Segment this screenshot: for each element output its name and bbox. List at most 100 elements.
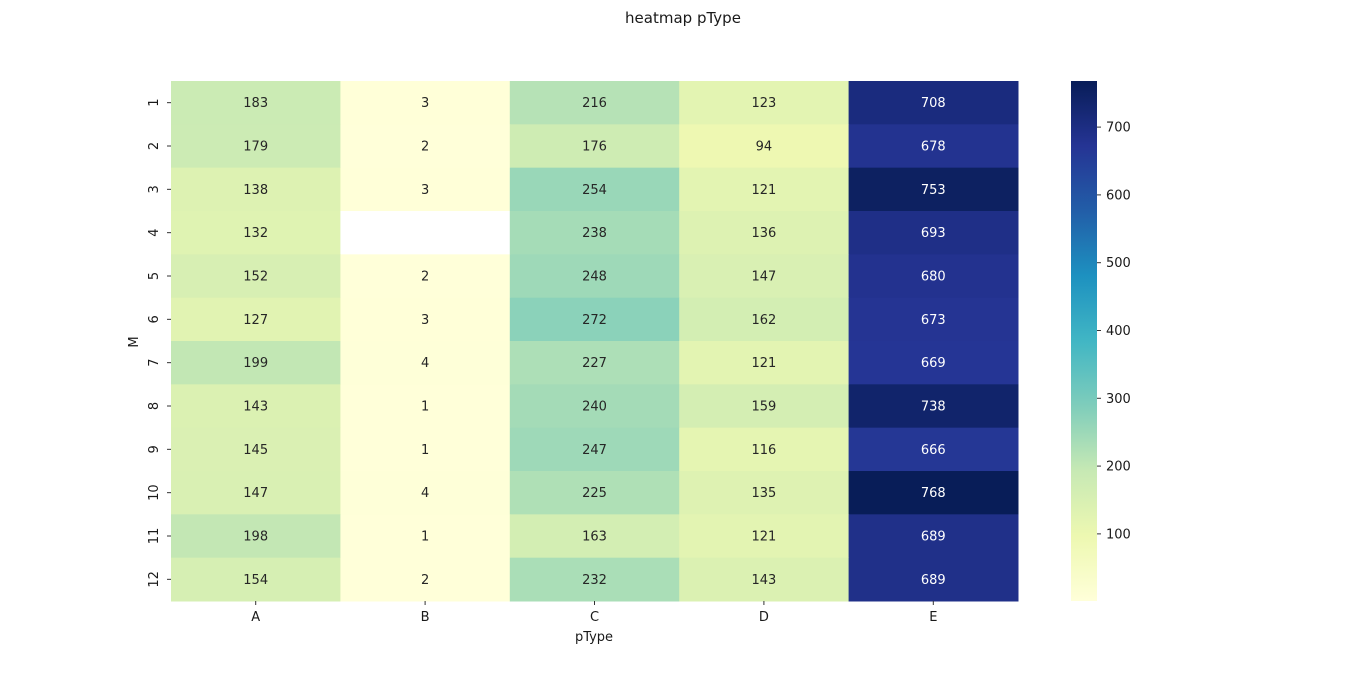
colorbar-tick-label: 500 [1106, 256, 1131, 271]
heatmap-cell [171, 167, 341, 212]
colorbar-tick-label: 400 [1106, 324, 1131, 339]
y-tick-label: 1 [147, 99, 162, 107]
cell-value-label: 121 [751, 183, 776, 198]
heatmap-cell [848, 557, 1019, 602]
heatmap-cell [340, 557, 511, 602]
x-tick-label: E [929, 610, 937, 625]
heatmap-cell [848, 471, 1019, 515]
y-tick-label: 12 [147, 571, 162, 588]
cell-value-label: 116 [751, 443, 776, 458]
heatmap-cell [679, 557, 850, 602]
heatmap-cell [509, 254, 680, 299]
cell-value-label: 1 [421, 400, 429, 415]
heatmap-cell [509, 514, 680, 559]
cell-value-label: 225 [582, 486, 607, 501]
heatmap-cell [848, 211, 1019, 255]
cell-value-label: 143 [751, 573, 776, 588]
heatmap-cell [509, 297, 680, 342]
heatmap-cell [340, 427, 511, 472]
cell-value-label: 3 [421, 313, 429, 328]
cell-value-label: 689 [921, 573, 946, 588]
heatmap-cell [340, 514, 511, 559]
cell-value-label: 216 [582, 96, 607, 111]
cell-value-label: 673 [921, 313, 946, 328]
heatmap-cell [171, 81, 341, 125]
x-tick-label: A [251, 610, 260, 625]
heatmap-cell-empty [340, 211, 511, 255]
cell-value-label: 121 [751, 356, 776, 371]
cell-value-label: 708 [921, 96, 946, 111]
heatmap-cell [171, 471, 341, 515]
heatmap-cell [848, 167, 1019, 212]
cell-value-label: 162 [751, 313, 776, 328]
cell-value-label: 1 [421, 530, 429, 545]
cell-value-label: 132 [243, 226, 268, 241]
heatmap-cell [848, 341, 1019, 385]
heatmap-cell [340, 254, 511, 299]
heatmap-cell [340, 167, 511, 212]
cell-value-label: 143 [243, 400, 268, 415]
cell-value-label: 198 [243, 530, 268, 545]
heatmap-cell [171, 341, 341, 385]
cell-value-label: 693 [921, 226, 946, 241]
x-tick-label: D [759, 610, 769, 625]
y-axis-label: M [127, 336, 142, 347]
heatmap-cell [509, 124, 680, 169]
cell-value-label: 138 [243, 183, 268, 198]
heatmap-cell [848, 297, 1019, 342]
heatmap-cell [340, 384, 511, 429]
cell-value-label: 678 [921, 140, 946, 155]
y-tick-label: 10 [147, 484, 162, 501]
heatmap-cell [509, 167, 680, 212]
cell-value-label: 247 [582, 443, 607, 458]
cell-value-label: 2 [421, 140, 429, 155]
heatmap-cell [679, 167, 850, 212]
heatmap-cell [171, 254, 341, 299]
cell-value-label: 176 [582, 140, 607, 155]
y-tick-label: 6 [147, 315, 162, 323]
cell-value-label: 254 [582, 183, 607, 198]
heatmap-cell [679, 211, 850, 255]
chart-title: heatmap pType [625, 9, 741, 27]
cell-value-label: 738 [921, 400, 946, 415]
heatmap-cell [848, 427, 1019, 472]
heatmap-cell [679, 254, 850, 299]
x-tick-label: B [421, 610, 430, 625]
heatmap-cell [509, 81, 680, 125]
cell-value-label: 227 [582, 356, 607, 371]
heatmap-cell [171, 297, 341, 342]
cell-value-label: 121 [751, 530, 776, 545]
heatmap-cell [509, 341, 680, 385]
cell-value-label: 669 [921, 356, 946, 371]
y-tick-label: 7 [147, 359, 162, 367]
cell-value-label: 94 [756, 140, 773, 155]
cell-value-label: 4 [421, 486, 429, 501]
heatmap-cell [679, 427, 850, 472]
cell-value-label: 272 [582, 313, 607, 328]
colorbar-tick-label: 600 [1106, 188, 1131, 203]
heatmap-cell [340, 124, 511, 169]
heatmap-cell [171, 384, 341, 429]
heatmap-cell [848, 254, 1019, 299]
x-tick-label: C [590, 610, 599, 625]
heatmap-cell [509, 557, 680, 602]
cell-value-label: 127 [243, 313, 268, 328]
heatmap-cell [679, 297, 850, 342]
heatmap-cell [848, 81, 1019, 125]
cell-value-label: 753 [921, 183, 946, 198]
heatmap-cell [679, 81, 850, 125]
colorbar-tick-label: 100 [1106, 527, 1131, 542]
heatmap-cell [171, 427, 341, 472]
x-axis: A B C D E [251, 601, 937, 625]
heatmap-cell [340, 297, 511, 342]
cell-value-label: 147 [751, 270, 776, 285]
heatmap-cell [509, 471, 680, 515]
heatmap-cell [679, 514, 850, 559]
cell-value-label: 232 [582, 573, 607, 588]
cell-value-label: 183 [243, 96, 268, 111]
cell-value-label: 199 [243, 356, 268, 371]
cell-value-label: 768 [921, 486, 946, 501]
colorbar-tick-label: 200 [1106, 460, 1131, 475]
